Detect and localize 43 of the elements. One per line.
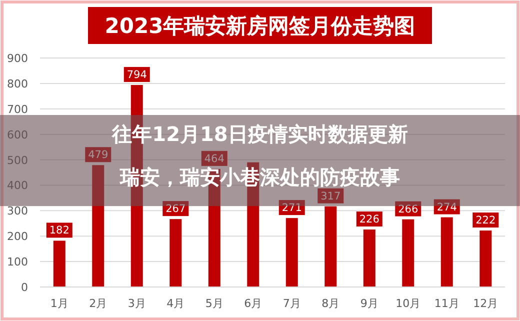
x-tick-label: 10月 <box>396 297 421 310</box>
x-tick-label: 4月 <box>166 297 185 310</box>
x-tick-label: 9月 <box>360 297 378 310</box>
y-tick-label: 300 <box>7 204 28 218</box>
data-label: 317 <box>320 190 341 202</box>
bar <box>286 218 298 287</box>
x-tick-label: 12月 <box>473 297 498 310</box>
y-tick-label: 200 <box>7 230 28 244</box>
bar <box>92 165 104 287</box>
y-tick-label: 600 <box>7 128 28 142</box>
data-label: 266 <box>398 203 418 216</box>
data-label: 222 <box>476 214 496 227</box>
bar <box>324 206 337 287</box>
x-tick-label: 1月 <box>50 297 68 310</box>
data-label: 226 <box>359 213 380 226</box>
x-tick-label: 5月 <box>205 297 224 310</box>
x-tick-label: 2月 <box>89 297 108 310</box>
bar <box>170 219 182 287</box>
data-label: 479 <box>88 149 108 162</box>
data-label: 267 <box>166 203 186 216</box>
data-label: 794 <box>126 68 148 81</box>
chart-title: 2023年瑞安新房网签月份走势图 <box>104 14 416 38</box>
x-tick-label: 3月 <box>128 297 146 310</box>
y-tick-label: 900 <box>7 52 28 65</box>
x-tick-label: 6月 <box>244 297 262 310</box>
bar <box>402 219 414 287</box>
y-tick-label: 500 <box>7 154 28 167</box>
y-tick-label: 700 <box>7 102 28 116</box>
y-tick-label: 0 <box>21 281 28 294</box>
x-tick-label: 7月 <box>282 297 301 310</box>
bar <box>440 217 453 287</box>
bar <box>53 240 66 287</box>
y-tick-label: 800 <box>7 77 28 90</box>
bar <box>480 230 492 287</box>
data-label: 274 <box>436 201 458 214</box>
y-tick-label: 400 <box>7 179 28 192</box>
y-tick-label: 100 <box>7 256 28 269</box>
bar <box>363 229 376 287</box>
x-tick-label: 8月 <box>322 297 340 310</box>
x-tick-label: 11月 <box>434 297 460 310</box>
data-label: 271 <box>282 202 302 214</box>
data-label: 464 <box>204 152 225 165</box>
data-label: 182 <box>49 224 70 237</box>
